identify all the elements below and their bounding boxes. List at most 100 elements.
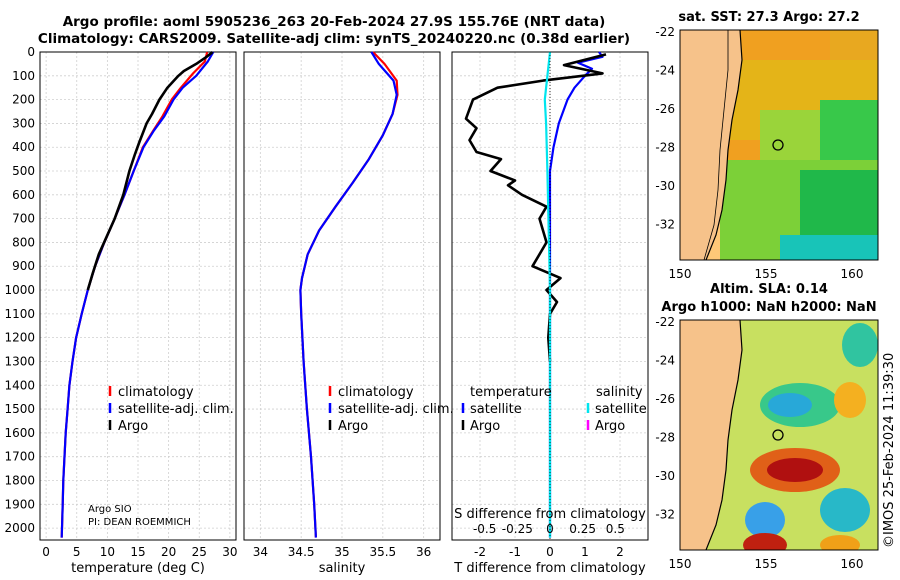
legend-label: Argo bbox=[338, 419, 368, 434]
legend-label: Argo bbox=[118, 419, 148, 434]
y-tick-label: 1700 bbox=[4, 450, 35, 464]
y-tick-label: 1400 bbox=[4, 378, 35, 392]
y-tick-label: 2000 bbox=[4, 521, 35, 535]
y-tick-label: 0 bbox=[27, 45, 35, 59]
x-tick-label: 15 bbox=[130, 545, 145, 559]
y-tick-label: 1500 bbox=[4, 402, 35, 416]
profile-panel-2: 34 34.5 35 35.5 36 salinity climatology satelli… bbox=[243, 51, 454, 576]
y-tick-label: 1800 bbox=[4, 473, 35, 487]
x-axis-label: temperature (deg C) bbox=[71, 561, 205, 576]
legend-label: satellite-adj. clim. bbox=[338, 402, 454, 417]
map-y-tick-label: -32 bbox=[655, 508, 675, 522]
legend-label-salinity: Argo bbox=[595, 419, 625, 434]
sla-map-title-line2: Argo h1000: NaN h2000: NaN bbox=[661, 300, 877, 315]
axes-box bbox=[39, 51, 237, 541]
x-tick-label: 35.5 bbox=[369, 545, 396, 559]
legend-title-salinity: salinity bbox=[596, 385, 643, 400]
y-tick-label: 700 bbox=[12, 212, 35, 226]
series-line-climatology bbox=[60, 51, 209, 538]
sla-map-title-line1: Altim. SLA: 0.14 bbox=[710, 282, 828, 297]
legend-title-temperature: temperature bbox=[470, 385, 552, 400]
map-y-tick-label: -22 bbox=[655, 315, 675, 329]
map-x-tick-label: 155 bbox=[755, 557, 778, 571]
y-tick-label: 1100 bbox=[4, 307, 35, 321]
map-y-tick-label: -30 bbox=[655, 469, 675, 483]
map-y-tick-label: -32 bbox=[655, 218, 675, 232]
annotation-line2: PI: DEAN ROEMMICH bbox=[88, 517, 191, 528]
profile-panel-1: 0 5 10 15 20 25 300100200300400500600700800900… bbox=[4, 45, 237, 576]
legend-label: climatology bbox=[338, 385, 414, 400]
y-tick-label: 400 bbox=[12, 140, 35, 154]
map-y-tick-label: -24 bbox=[655, 64, 675, 78]
legend-label-temperature: Argo bbox=[470, 419, 500, 434]
s-tick-label: -0.25 bbox=[502, 522, 533, 536]
legend-label-salinity: satellite bbox=[595, 402, 647, 417]
x-tick-label: 20 bbox=[161, 545, 176, 559]
y-tick-label: 300 bbox=[12, 116, 35, 130]
x-axis-label: T difference from climatology bbox=[453, 561, 646, 576]
y-tick-label: 1300 bbox=[4, 354, 35, 368]
x-tick-label: 34 bbox=[253, 545, 268, 559]
series-line-s-satellite bbox=[543, 51, 552, 538]
x-tick-label: 10 bbox=[100, 545, 115, 559]
y-tick-label: 100 bbox=[12, 69, 35, 83]
y-tick-label: 800 bbox=[12, 235, 35, 249]
map-y-tick-label: -30 bbox=[655, 179, 675, 193]
x-tick-label: 1 bbox=[581, 545, 589, 559]
x-tick-label: 35 bbox=[334, 545, 349, 559]
series-line-t-argo bbox=[464, 53, 607, 362]
y-tick-label: 200 bbox=[12, 93, 35, 107]
map-y-tick-label: -24 bbox=[655, 354, 675, 368]
s-tick-label: 0.25 bbox=[569, 522, 596, 536]
y-tick-label: 1200 bbox=[4, 331, 35, 345]
x-axis-label: salinity bbox=[319, 561, 366, 576]
legend-label: satellite-adj. clim. bbox=[118, 402, 234, 417]
figure-title-line1: Argo profile: aoml 5905236_263 20-Feb-20… bbox=[62, 14, 606, 30]
map-y-tick-label: -28 bbox=[655, 431, 675, 445]
x-tick-label: -2 bbox=[474, 545, 486, 559]
axes-box bbox=[243, 51, 441, 541]
series-line-t-satellite bbox=[548, 51, 604, 538]
x-tick-label: -1 bbox=[509, 545, 521, 559]
sst-map-title: sat. SST: 27.3 Argo: 27.2 bbox=[678, 10, 860, 25]
map-y-tick-label: -26 bbox=[655, 102, 675, 116]
map-axes-3: 150 155 160 -22 -24 -26 -28 -30 -32 bbox=[655, 25, 863, 281]
figure-title-line2: Climatology: CARS2009. Satellite-adj cli… bbox=[37, 31, 631, 47]
profile-panel-3: -2 -1 0 1 2 T difference from climatology -0.5… bbox=[451, 51, 649, 576]
annotation-line1: Argo SIO bbox=[88, 504, 132, 515]
sla-map bbox=[680, 320, 878, 550]
s-tick-label: -0.5 bbox=[473, 522, 496, 536]
series-line-argo bbox=[86, 50, 214, 291]
x-tick-label: 5 bbox=[73, 545, 81, 559]
x-tick-label: 25 bbox=[192, 545, 207, 559]
y-tick-label: 1600 bbox=[4, 426, 35, 440]
map-y-tick-label: -28 bbox=[655, 141, 675, 155]
y-tick-label: 1900 bbox=[4, 497, 35, 511]
x-tick-label: 2 bbox=[616, 545, 624, 559]
y-tick-label: 600 bbox=[12, 188, 35, 202]
map-y-tick-label: -22 bbox=[655, 25, 675, 39]
x-tick-label: 0 bbox=[42, 545, 50, 559]
map-x-tick-label: 160 bbox=[841, 267, 864, 281]
sst-map bbox=[680, 30, 878, 260]
map-x-tick-label: 160 bbox=[841, 557, 864, 571]
argo-location-marker-sla bbox=[772, 429, 784, 441]
series-line-satellite-adj-clim- bbox=[60, 51, 215, 538]
map-axes-4: 150 155 160 -22 -24 -26 -28 -30 -32 bbox=[655, 315, 863, 571]
argo-location-marker bbox=[772, 139, 784, 151]
x-tick-label: 0 bbox=[546, 545, 554, 559]
y-tick-label: 900 bbox=[12, 259, 35, 273]
y-tick-label: 1000 bbox=[4, 283, 35, 297]
legend-label-temperature: satellite bbox=[470, 402, 522, 417]
y-tick-label: 500 bbox=[12, 164, 35, 178]
x-tick-label: 36 bbox=[416, 545, 431, 559]
s-tick-label: 0.5 bbox=[606, 522, 625, 536]
legend-label: climatology bbox=[118, 385, 194, 400]
map-x-tick-label: 155 bbox=[755, 267, 778, 281]
map-y-tick-label: -26 bbox=[655, 392, 675, 406]
x-tick-label: 34.5 bbox=[288, 545, 315, 559]
series-line-satellite-adj-clim- bbox=[299, 51, 398, 538]
map-x-tick-label: 150 bbox=[669, 267, 692, 281]
map-x-tick-label: 150 bbox=[669, 557, 692, 571]
